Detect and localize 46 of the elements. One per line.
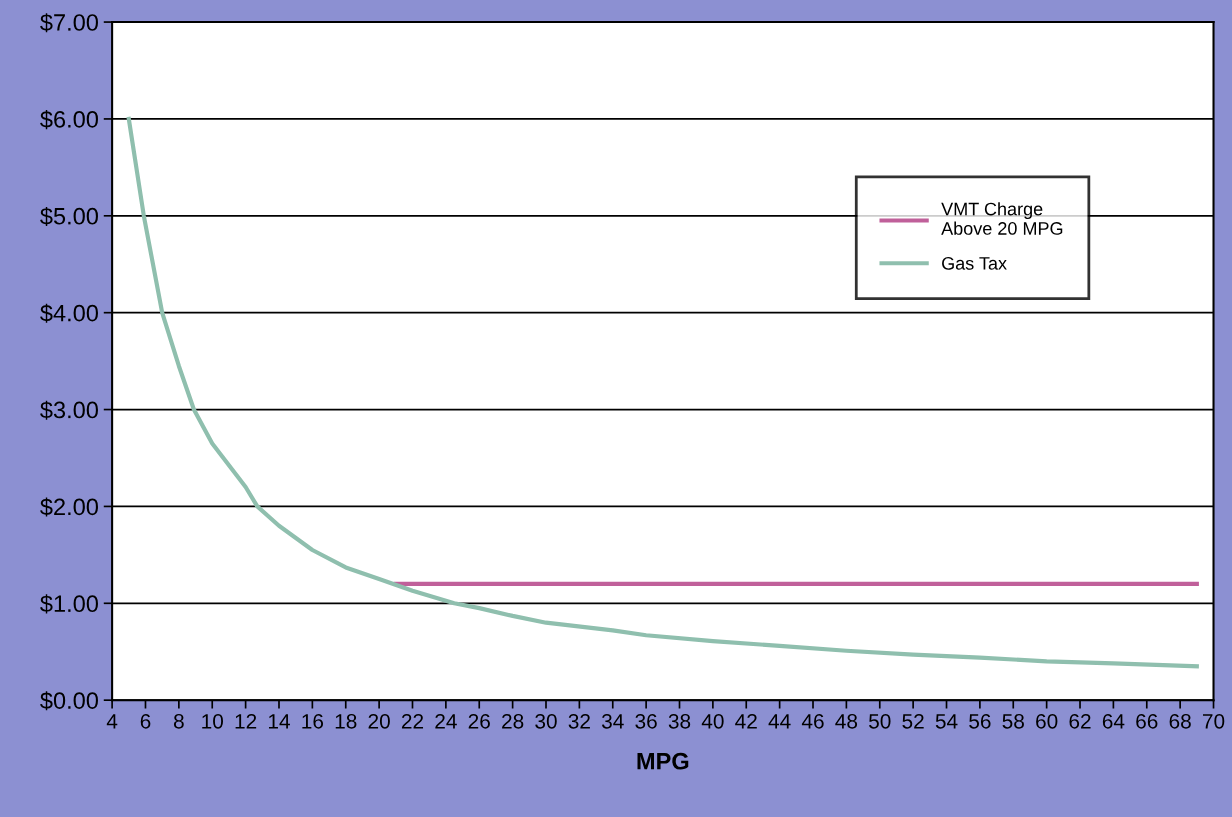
x-tick-label: 12 — [235, 713, 257, 729]
x-tick-label: 40 — [701, 713, 724, 729]
y-tick-label: $5.00 — [40, 206, 98, 226]
x-axis-title: MPG — [637, 752, 689, 770]
x-tick-label: 62 — [1069, 713, 1091, 729]
x-tick-label: 24 — [435, 713, 457, 729]
x-tick-label: 46 — [801, 713, 824, 729]
x-tick-label: 6 — [140, 713, 151, 729]
x-tick-label: 60 — [1036, 713, 1058, 729]
x-tick-label: 66 — [1136, 713, 1158, 729]
x-tick-label: 26 — [468, 713, 490, 729]
x-tick-label: 16 — [302, 713, 324, 729]
x-tick-label: 32 — [568, 713, 590, 729]
x-tick-label: 38 — [668, 713, 691, 729]
x-tick-label: 48 — [835, 713, 858, 729]
x-tick-label: 34 — [601, 713, 624, 729]
x-tick-label: 10 — [202, 713, 224, 729]
y-tick-label: $3.00 — [40, 400, 98, 420]
x-tick-label: 14 — [269, 714, 290, 729]
y-tick-label: $0.00 — [40, 691, 98, 711]
x-tick-label: 44 — [768, 714, 791, 729]
x-tick-label: 54 — [935, 714, 958, 729]
x-tick-label: 68 — [1169, 713, 1191, 729]
x-tick-label: 64 — [1102, 713, 1125, 729]
legend-label: VMT Charge Above 20 MPG — [941, 202, 1063, 235]
line-series — [126, 116, 1199, 669]
x-tick-label: 22 — [401, 713, 424, 729]
x-tick-label: 56 — [969, 713, 991, 729]
x-tick-label: 4 — [106, 714, 118, 729]
x-tick-label: 50 — [869, 713, 891, 729]
x-tick-label: 30 — [535, 713, 557, 729]
x-tick-label: 8 — [173, 713, 184, 729]
x-tick-label: 20 — [368, 713, 390, 729]
y-tick-label: $6.00 — [40, 110, 98, 130]
x-tick-label: 42 — [735, 713, 757, 729]
legend-label: Gas Tax — [942, 256, 1007, 270]
y-tick-label: $2.00 — [40, 497, 98, 517]
y-tick-label: $4.00 — [40, 303, 98, 323]
y-tick-label: $7.00 — [40, 13, 98, 33]
x-tick-label: 18 — [335, 713, 357, 729]
x-tick-label: 58 — [1002, 713, 1024, 729]
x-tick-label: 52 — [902, 713, 924, 729]
x-tick-label: 70 — [1203, 713, 1225, 729]
x-tick-label: 28 — [502, 713, 524, 729]
x-tick-label: 36 — [635, 713, 657, 729]
y-tick-label: $1.00 — [40, 594, 98, 614]
